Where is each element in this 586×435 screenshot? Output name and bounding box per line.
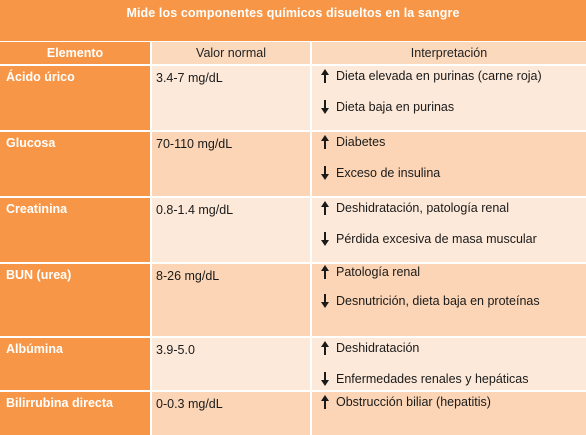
normal-value-cell: 3.9-5.0 — [152, 338, 310, 390]
interpretation-down: Desnutrición, dieta baja en proteínas — [320, 293, 582, 309]
normal-value-cell: 70-110 mg/dL — [152, 132, 310, 196]
normal-value: 3.9-5.0 — [156, 343, 195, 357]
interpretation-down: Enfermedades renales y hepáticas — [320, 371, 582, 387]
normal-value-cell: 8-26 mg/dL — [152, 264, 310, 336]
interpretation-up: Diabetes — [320, 134, 582, 150]
interpretation-cell: Deshidratación Enfermedades renales y he… — [312, 338, 586, 390]
table-title: Mide los componentes químicos disueltos … — [126, 6, 460, 20]
arrow-up-icon — [320, 134, 330, 150]
element-name: Creatinina — [6, 202, 68, 216]
interpretation-down: Dieta baja en purinas — [320, 99, 582, 115]
interpretation-up-text: Diabetes — [336, 135, 386, 149]
table-title-bar: Mide los componentes químicos disueltos … — [0, 0, 586, 41]
arrow-up-icon — [320, 68, 330, 84]
interpretation-down-text: Dieta baja en purinas — [336, 100, 455, 114]
normal-value: 0-0.3 mg/dL — [156, 397, 223, 411]
interpretation-down-text: Pérdida excesiva de masa muscular — [336, 232, 537, 246]
arrow-up-icon — [320, 264, 330, 280]
interpretation-up-text: Deshidratación, patología renal — [336, 201, 510, 215]
arrow-down-icon — [320, 293, 330, 309]
element-cell: Glucosa — [0, 132, 150, 196]
interpretation-up: Deshidratación, patología renal — [320, 200, 582, 216]
interpretation-cell: Diabetes Exceso de insulina — [312, 132, 586, 196]
arrow-up-icon — [320, 200, 330, 216]
table-row: Glucosa 70-110 mg/dL Diabetes Exceso de … — [0, 132, 586, 196]
interpretation-down: Exceso de insulina — [320, 165, 582, 181]
normal-value: 3.4-7 mg/dL — [156, 71, 223, 85]
element-name: Bilirrubina directa — [6, 396, 113, 410]
header-normal-value: Valor normal — [152, 42, 310, 64]
table-row: Creatinina 0.8-1.4 mg/dL Deshidratación,… — [0, 198, 586, 262]
interpretation-cell: Patología renal Desnutrición, dieta baja… — [312, 264, 586, 336]
interpretation-cell: Obstrucción biliar (hepatitis) — [312, 392, 586, 435]
element-cell: Ácido úrico — [0, 66, 150, 130]
interpretation-up: Patología renal — [320, 264, 582, 280]
table-row: Albúmina 3.9-5.0 Deshidratación Enfermed… — [0, 338, 586, 390]
header-row: Elemento Valor normal Interpretación — [0, 42, 586, 64]
element-name: Albúmina — [6, 342, 63, 356]
header-element: Elemento — [0, 42, 150, 64]
arrow-down-icon — [320, 371, 330, 387]
arrow-up-icon — [320, 394, 330, 410]
interpretation-up-text: Dieta elevada en purinas (carne roja) — [336, 69, 542, 83]
header-interpretation: Interpretación — [312, 42, 586, 64]
interpretation-up: Obstrucción biliar (hepatitis) — [320, 394, 582, 410]
element-cell: Bilirrubina directa — [0, 392, 150, 435]
element-cell: Albúmina — [0, 338, 150, 390]
arrow-up-icon — [320, 340, 330, 356]
element-cell: BUN (urea) — [0, 264, 150, 336]
interpretation-down: Pérdida excesiva de masa muscular — [320, 231, 582, 247]
element-name: Ácido úrico — [6, 70, 75, 84]
interpretation-up: Dieta elevada en purinas (carne roja) — [320, 68, 582, 84]
normal-value-cell: 0.8-1.4 mg/dL — [152, 198, 310, 262]
interpretation-up-text: Deshidratación — [336, 341, 420, 355]
interpretation-down-text: Exceso de insulina — [336, 166, 441, 180]
arrow-down-icon — [320, 165, 330, 181]
table-row: BUN (urea) 8-26 mg/dL Patología renal De… — [0, 264, 586, 336]
interpretation-up: Deshidratación — [320, 340, 582, 356]
interpretation-cell: Dieta elevada en purinas (carne roja) Di… — [312, 66, 586, 130]
normal-value: 0.8-1.4 mg/dL — [156, 203, 234, 217]
element-cell: Creatinina — [0, 198, 150, 262]
element-name: Glucosa — [6, 136, 56, 150]
table-row: Ácido úrico 3.4-7 mg/dL Dieta elevada en… — [0, 66, 586, 130]
table-row: Bilirrubina directa 0-0.3 mg/dL Obstrucc… — [0, 392, 586, 435]
interpretation-down-text: Desnutrición, dieta baja en proteínas — [336, 294, 540, 308]
arrow-down-icon — [320, 231, 330, 247]
normal-value-cell: 3.4-7 mg/dL — [152, 66, 310, 130]
element-name: BUN (urea) — [6, 268, 72, 282]
arrow-down-icon — [320, 99, 330, 115]
normal-value: 8-26 mg/dL — [156, 269, 220, 283]
normal-value: 70-110 mg/dL — [156, 137, 233, 151]
interpretation-up-text: Obstrucción biliar (hepatitis) — [336, 395, 491, 409]
interpretation-cell: Deshidratación, patología renal Pérdida … — [312, 198, 586, 262]
normal-value-cell: 0-0.3 mg/dL — [152, 392, 310, 435]
interpretation-down-text: Enfermedades renales y hepáticas — [336, 372, 529, 386]
interpretation-up-text: Patología renal — [336, 265, 421, 279]
